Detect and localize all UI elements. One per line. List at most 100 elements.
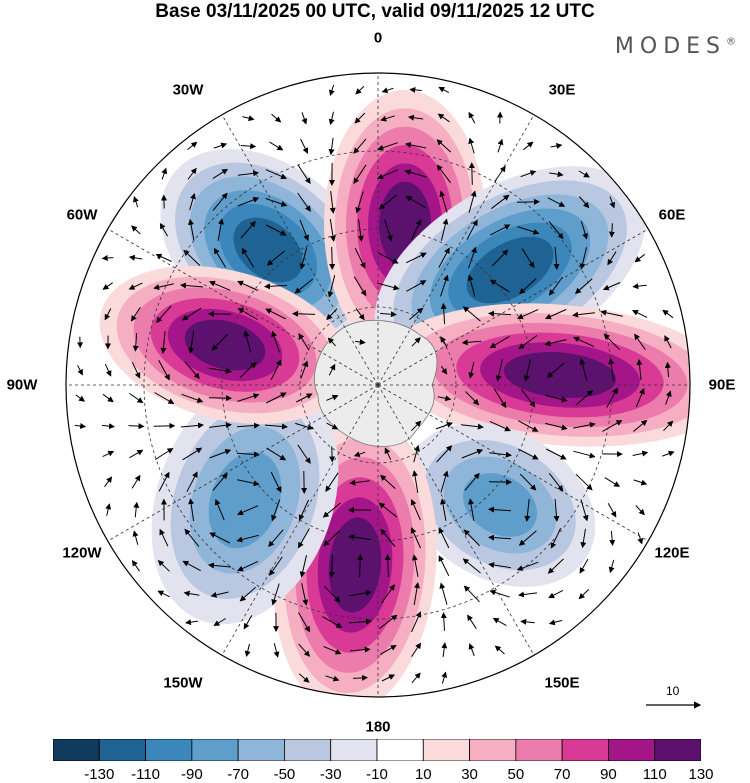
longitude-label-120w: 120W [62, 544, 102, 562]
wind-vector [381, 584, 395, 604]
wind-vector [131, 225, 141, 235]
wind-vector [636, 358, 643, 381]
wind-vector [409, 86, 422, 93]
wind-vector [183, 590, 200, 597]
wind-vector [378, 194, 397, 210]
wind-vector [634, 253, 646, 263]
wind-vector [295, 422, 314, 431]
meridian-line [377, 384, 535, 656]
wind-vector [468, 643, 475, 657]
wind-vector [322, 616, 343, 628]
wind-vector [237, 560, 259, 572]
wind-vector [300, 138, 308, 154]
wind-vector [575, 390, 594, 406]
brand-logo: MODES® [615, 34, 736, 59]
wind-vector [489, 279, 510, 293]
longitude-label-30w: 30W [172, 81, 204, 99]
colorbar-tick-label: 10 [414, 766, 432, 783]
wind-vector [329, 246, 336, 270]
wind-vector [550, 142, 563, 149]
anomaly-pos-90e [385, 303, 690, 447]
longitude-label-30e: 30E [548, 81, 576, 99]
wind-vector [495, 359, 503, 382]
meridian-line [107, 384, 379, 542]
wind-vector [160, 331, 167, 354]
wind-vector [354, 247, 366, 269]
wind-vector [411, 642, 422, 657]
wind-vector [328, 137, 335, 156]
wind-vector [492, 617, 507, 627]
reference-vector-label: 10 [666, 684, 680, 698]
longitude-label-90e: 90E [708, 376, 736, 394]
wind-vector [377, 282, 400, 291]
wind-vector [349, 590, 372, 597]
wind-vector [550, 527, 562, 549]
wind-vector [105, 503, 112, 516]
wind-vector [294, 278, 313, 294]
colorbar-segment [145, 739, 193, 761]
meridian-line [377, 384, 649, 542]
meridian-line [377, 228, 649, 386]
wind-vector [439, 190, 448, 213]
wind-vector [553, 246, 560, 270]
wind-vector [580, 221, 589, 240]
wind-vector [578, 170, 590, 178]
wind-vector [405, 252, 427, 264]
wind-vector [523, 359, 531, 382]
wind-vector [384, 554, 391, 578]
wind-vector [329, 84, 335, 97]
wind-vector [517, 448, 539, 460]
wind-vector [296, 393, 313, 403]
wind-vector [490, 224, 511, 236]
wind-vector [468, 246, 477, 269]
wind-vector [603, 333, 621, 351]
wind-vector [440, 612, 447, 631]
wind-vector [377, 142, 398, 151]
wind-vector [236, 505, 259, 516]
wind-vector [159, 528, 169, 547]
wind-vector [488, 562, 511, 569]
graticule [66, 73, 690, 697]
wind-vector [377, 252, 399, 264]
wind-vector [157, 590, 170, 598]
wind-vector [516, 309, 539, 320]
colorbar-segment [237, 739, 285, 761]
wind-vector [104, 476, 113, 488]
wind-vector [77, 365, 83, 376]
wind-vector [545, 448, 567, 460]
map-boundary [65, 72, 691, 698]
wind-vector [376, 169, 399, 180]
wind-vector [159, 222, 169, 237]
wind-vector [102, 393, 114, 403]
wind-vector [380, 528, 396, 547]
wind-vector [547, 197, 566, 207]
wind-vector [547, 558, 564, 574]
wind-vector [633, 419, 648, 432]
wind-vector [181, 393, 204, 403]
wind-vector [323, 530, 341, 547]
colorbar-segment [53, 739, 100, 761]
anomaly-contour [328, 517, 382, 613]
wind-vector [323, 645, 342, 655]
wind-vector [632, 450, 649, 457]
wind-vector [240, 220, 256, 239]
wind-vector [128, 282, 143, 290]
wind-vector [467, 614, 477, 629]
wind-vector [101, 423, 115, 430]
wind-vector [461, 339, 482, 346]
wind-vector [213, 618, 226, 627]
wind-vector [327, 275, 336, 298]
wind-vector [355, 191, 364, 214]
wind-vector [437, 113, 450, 123]
wind-vector [488, 310, 512, 317]
wind-vector [189, 192, 196, 211]
wind-vector [573, 336, 595, 348]
wind-vector [328, 363, 336, 376]
wind-vector [608, 559, 615, 574]
wind-vector [436, 164, 452, 184]
wind-vector [440, 365, 448, 375]
wind-vector [489, 420, 511, 432]
wind-vector [468, 111, 476, 124]
wind-vector [548, 589, 564, 599]
wind-vector [353, 451, 366, 457]
